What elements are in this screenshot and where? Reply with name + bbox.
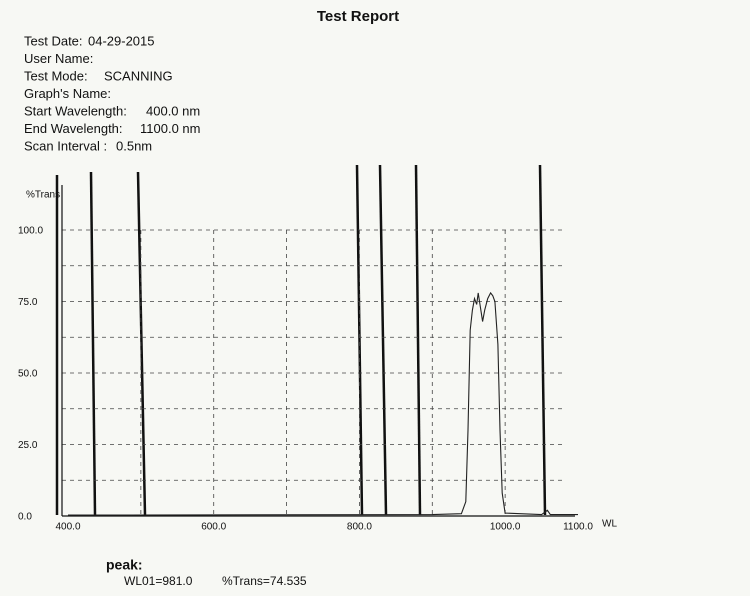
x-axis-label: WL <box>602 519 617 530</box>
field-value: 1100.0 nm <box>140 121 200 136</box>
field-label: Test Mode: <box>24 68 88 83</box>
field-label: Start Wavelength: <box>24 103 127 118</box>
field-value: 400.0 nm <box>146 103 200 118</box>
y-tick-label: 100.0 <box>18 226 43 237</box>
x-tick-label: 1100.0 <box>563 522 593 533</box>
y-tick-label: 0.0 <box>18 512 32 523</box>
field-label: User Name: <box>24 51 93 66</box>
field-value: 0.5nm <box>116 138 152 153</box>
scan-artifact <box>378 164 388 516</box>
scan-artifact <box>89 171 97 516</box>
peak-wl: WL01=981.0 <box>124 574 193 588</box>
scan-artifact <box>136 171 147 516</box>
y-tick-label: 50.0 <box>18 369 38 380</box>
field-label: Graph's Name: <box>24 86 111 101</box>
x-tick-label: 400.0 <box>55 522 80 533</box>
peak-title: peak: <box>106 557 143 573</box>
y-tick-label: 25.0 <box>18 440 38 451</box>
field-value: 04-29-2015 <box>88 33 155 48</box>
x-tick-label: 800.0 <box>347 522 372 533</box>
scan-artifact <box>538 164 547 516</box>
y-axis-label: %Trans <box>26 190 60 201</box>
x-tick-label: 1000.0 <box>490 522 521 533</box>
x-tick-label: 600.0 <box>201 522 226 533</box>
scan-artifacts <box>55 164 547 516</box>
scan-artifact <box>414 164 422 516</box>
data-line <box>67 291 578 516</box>
field-label: Test Date: <box>24 33 83 48</box>
peak-trans: %Trans=74.535 <box>222 574 307 588</box>
y-tick-label: 75.0 <box>18 297 38 308</box>
report-title: Test Report <box>317 8 399 25</box>
field-label: Scan Interval : <box>24 138 107 153</box>
field-label: End Wavelength: <box>24 121 123 136</box>
scan-artifact <box>355 164 364 516</box>
field-value: SCANNING <box>104 68 173 83</box>
